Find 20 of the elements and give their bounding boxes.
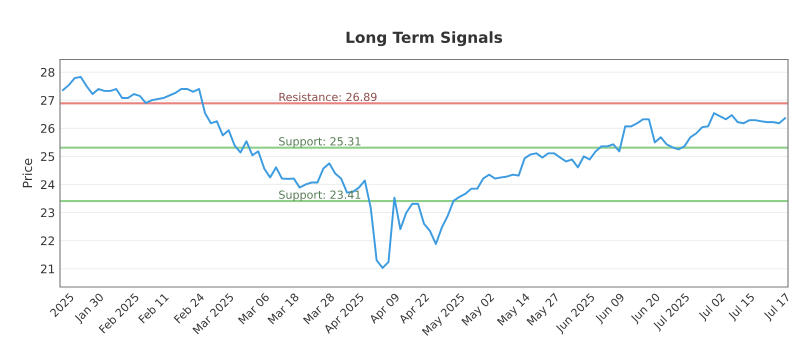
x-tick-label: Feb 11 <box>138 292 169 324</box>
x-tick-label: Jul 15 <box>727 292 756 322</box>
x-tick-label: Jul 02 <box>698 292 727 322</box>
y-tick-label: 27 <box>40 96 54 105</box>
y-tick-label: 21 <box>40 264 54 274</box>
y-axis-title: Price <box>22 158 32 188</box>
x-tick-label: Jul 17 <box>762 292 792 322</box>
chart-title: Long Term Signals <box>346 31 502 46</box>
x-tick-label: Jan 30 <box>74 292 106 324</box>
ref-line-label: Support: 25.31 <box>279 137 360 148</box>
y-tick-label: 25 <box>40 152 54 162</box>
ref-line-label: Resistance: 26.89 <box>279 92 377 102</box>
ref-line-label: Support: 23.41 <box>279 190 360 202</box>
y-tick-label: 23 <box>40 208 54 218</box>
x-tick-label: Jun 09 <box>594 292 626 325</box>
line-series <box>62 76 786 269</box>
y-tick-label: 22 <box>40 236 54 246</box>
y-tick-label: 28 <box>40 68 54 77</box>
y-tick-label: 24 <box>40 180 54 189</box>
y-tick-label: 26 <box>40 124 54 133</box>
